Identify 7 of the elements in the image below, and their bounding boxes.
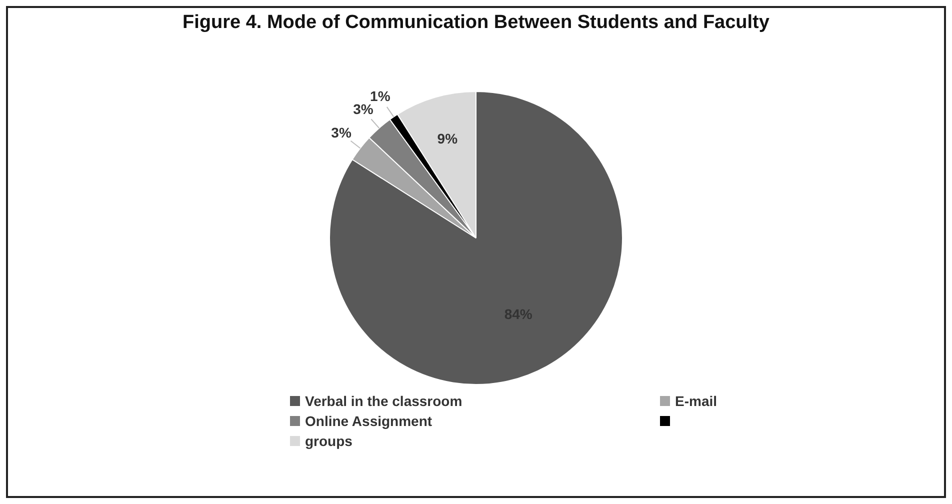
legend-label: groups [305, 432, 352, 448]
legend-label: Online Assignment [305, 412, 432, 428]
data-label: 3% [331, 124, 352, 140]
legend-label: E-mail [675, 392, 718, 408]
legend-label: Verbal in the classroom [305, 392, 462, 408]
chart-title: Figure 4. Mode of Communication Between Students and Faculty [182, 12, 770, 34]
data-label: 9% [437, 130, 458, 146]
